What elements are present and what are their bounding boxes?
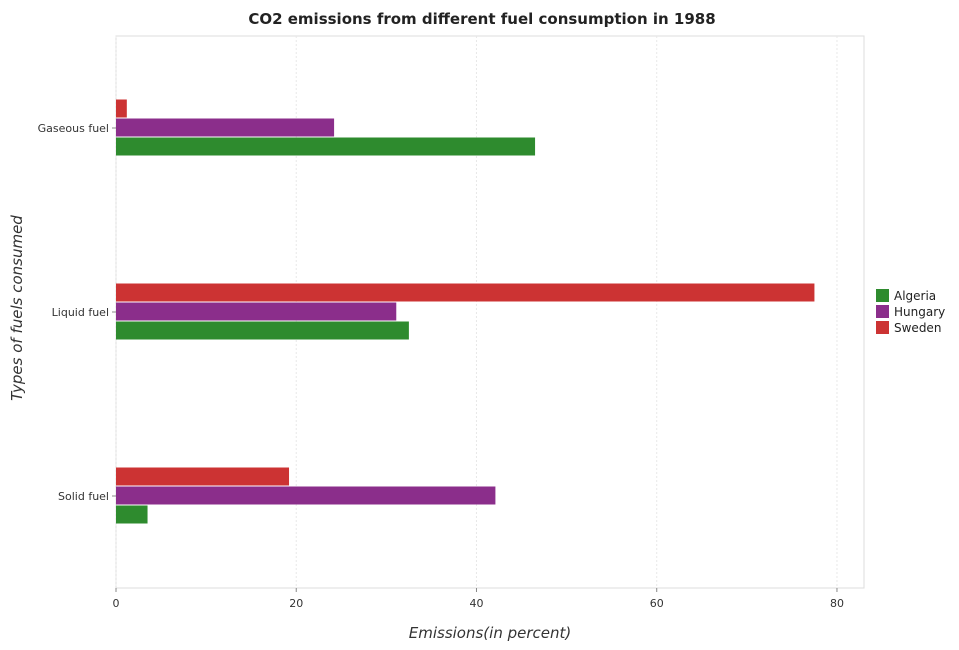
y-tick-label: Solid fuel — [58, 490, 109, 503]
x-tick-label: 40 — [469, 597, 483, 610]
x-tick-label: 0 — [113, 597, 120, 610]
bar-hungary-solid-fuel — [116, 486, 496, 505]
x-tick-label: 80 — [830, 597, 844, 610]
bar-algeria-gaseous-fuel — [116, 137, 536, 156]
legend-swatch-hungary — [876, 305, 889, 318]
plot-area: 0 20 40 60 80 Gaseous fuel Liquid fuel Solid fu… — [38, 35, 865, 610]
y-tick-label: Gaseous fuel — [38, 122, 109, 135]
x-tick-label: 20 — [289, 597, 303, 610]
bar-algeria-liquid-fuel — [116, 321, 409, 340]
bar-sweden-liquid-fuel — [116, 283, 815, 302]
legend-swatch-sweden — [876, 321, 889, 334]
x-tick-label: 60 — [650, 597, 664, 610]
chart-title: CO2 emissions from different fuel consum… — [248, 10, 715, 28]
y-tick-label: Liquid fuel — [52, 306, 109, 319]
legend-swatch-algeria — [876, 289, 889, 302]
legend-label-hungary: Hungary — [894, 305, 945, 319]
x-axis-label: Emissions(in percent) — [409, 624, 571, 642]
bar-algeria-solid-fuel — [116, 505, 148, 524]
bar-hungary-gaseous-fuel — [116, 118, 335, 137]
y-axis-label: Types of fuels consumed — [8, 215, 26, 401]
bar-sweden-solid-fuel — [116, 467, 290, 486]
bar-sweden-gaseous-fuel — [116, 99, 127, 118]
bar-hungary-liquid-fuel — [116, 302, 397, 321]
legend-label-algeria: Algeria — [894, 289, 936, 303]
legend: Algeria Hungary Sweden — [876, 289, 945, 335]
legend-label-sweden: Sweden — [894, 321, 941, 335]
